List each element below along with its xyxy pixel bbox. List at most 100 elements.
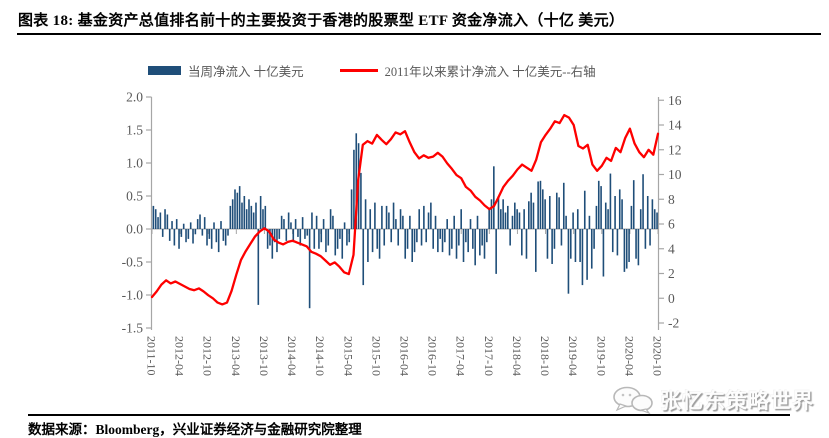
x-axis-tick-label: 2016-04 xyxy=(398,336,412,376)
weekly-flow-bar xyxy=(206,229,208,246)
weekly-flow-bar xyxy=(203,217,206,229)
weekly-flow-bar xyxy=(252,212,255,229)
x-axis-tick-label: 2017-04 xyxy=(454,336,468,376)
cumulative-flow-line xyxy=(150,113,660,306)
weekly-flow-bar xyxy=(430,202,432,229)
x-axis-tick-label: 2019-10 xyxy=(594,336,608,376)
weekly-flow-bar xyxy=(539,180,542,229)
weekly-flow-bar xyxy=(264,205,267,229)
weekly-flow-bar xyxy=(521,229,523,256)
figure-number: 图表 18: xyxy=(18,13,74,29)
weekly-flow-bar xyxy=(490,199,493,229)
weekly-flow-bar xyxy=(618,189,621,229)
weekly-flow-bar xyxy=(367,229,369,262)
weekly-flow-bar xyxy=(635,229,637,259)
weekly-flow-bar xyxy=(371,229,374,253)
weekly-flow-bar xyxy=(555,192,558,229)
weekly-flow-bar xyxy=(507,205,509,229)
weekly-flow-bar xyxy=(532,202,535,229)
weekly-flow-bar xyxy=(383,229,386,246)
weekly-flow-bar xyxy=(497,196,500,229)
weekly-flow-bar xyxy=(385,205,388,229)
weekly-flow-bar xyxy=(269,229,271,246)
weekly-flow-bar xyxy=(574,229,577,262)
weekly-flow-bar xyxy=(441,229,444,253)
weekly-flow-bar xyxy=(451,229,453,249)
right-axis-tick-label: 0 xyxy=(668,291,675,306)
weekly-flow-bar xyxy=(467,229,469,253)
x-axis-tick-label: 2013-04 xyxy=(229,336,243,376)
x-axis-tick-label: 2018-04 xyxy=(510,336,524,376)
right-axis-tick-label: 10 xyxy=(668,167,682,182)
weekly-flow-bar xyxy=(201,229,204,236)
weekly-flow-bar xyxy=(278,229,281,239)
weekly-flow-bar xyxy=(495,229,497,274)
weekly-flow-bar xyxy=(493,166,495,229)
left-axis-tick-label: 0.5 xyxy=(126,189,143,204)
weekly-flow-bar xyxy=(399,209,402,229)
weekly-flow-bar xyxy=(516,209,518,229)
weekly-flow-bar xyxy=(327,229,330,246)
weekly-flow-bar xyxy=(560,229,563,246)
weekly-flow-bar xyxy=(257,229,260,305)
weekly-flow-bar xyxy=(390,229,393,243)
weekly-flow-bar xyxy=(273,229,276,243)
wechat-bubbles-icon xyxy=(613,386,653,414)
weekly-flow-bar xyxy=(541,189,544,229)
weekly-flow-bar xyxy=(434,215,437,229)
weekly-flow-bar xyxy=(152,205,155,229)
weekly-flow-bar xyxy=(353,149,355,229)
weekly-flow-bar xyxy=(504,212,507,229)
right-axis-tick-label: 8 xyxy=(668,192,675,207)
weekly-flow-bar xyxy=(238,186,241,229)
footer-divider xyxy=(28,414,790,416)
legend-label-weekly: 当周净流入 十亿美元 xyxy=(188,65,304,79)
weekly-flow-bar xyxy=(611,229,614,253)
weekly-flow-bar xyxy=(439,229,441,239)
weekly-flow-bar xyxy=(649,229,651,246)
weekly-flow-bar xyxy=(236,192,239,229)
weekly-flow-bar xyxy=(346,229,348,246)
weekly-flow-bar xyxy=(488,209,490,229)
weekly-flow-bar xyxy=(255,202,257,229)
weekly-flow-bar xyxy=(231,199,234,229)
weekly-flow-bar xyxy=(348,229,351,243)
weekly-flow-bar xyxy=(458,229,460,246)
weekly-flow-bar xyxy=(161,229,164,237)
weekly-flow-bar xyxy=(537,181,539,229)
weekly-flow-bar xyxy=(500,209,502,229)
watermark-text: 张忆东策略世界 xyxy=(660,390,814,413)
right-axis-tick-label: 16 xyxy=(668,93,682,108)
weekly-flow-bar xyxy=(567,229,570,294)
weekly-flow-bar xyxy=(546,229,549,259)
weekly-flow-bar xyxy=(588,215,591,229)
weekly-flow-bar xyxy=(455,229,458,259)
weekly-flow-bar xyxy=(299,229,302,246)
weekly-flow-bar xyxy=(271,229,274,259)
weekly-flow-bar xyxy=(182,223,185,229)
weekly-flow-bar xyxy=(425,229,428,243)
weekly-flow-bar xyxy=(388,212,390,229)
x-axis-tick-label: 2018-10 xyxy=(538,336,552,376)
weekly-flow-bar xyxy=(154,209,157,229)
weekly-flow-bar xyxy=(164,209,166,229)
weekly-flow-bar xyxy=(621,199,623,229)
weekly-flow-bar xyxy=(630,205,633,229)
weekly-flow-bar xyxy=(642,174,644,229)
weekly-flow-bar xyxy=(523,209,525,229)
weekly-flow-bar xyxy=(215,229,218,243)
weekly-flow-bar xyxy=(369,209,372,229)
weekly-flow-bar xyxy=(404,229,407,259)
weekly-flow-bar xyxy=(579,229,581,262)
weekly-flow-bar xyxy=(437,229,439,253)
weekly-flow-bar xyxy=(187,229,190,239)
data-source: 数据来源：Bloomberg，兴业证券经济与金融研究院整理 xyxy=(28,422,362,437)
weekly-flow-bar xyxy=(262,209,264,229)
left-axis-tick-label: -1.5 xyxy=(122,321,144,336)
weekly-flow-bar xyxy=(600,186,602,229)
weekly-flow-bar xyxy=(213,222,215,229)
weekly-flow-bar xyxy=(173,229,176,246)
weekly-flow-bar xyxy=(292,229,295,243)
weekly-flow-bar xyxy=(157,217,159,229)
